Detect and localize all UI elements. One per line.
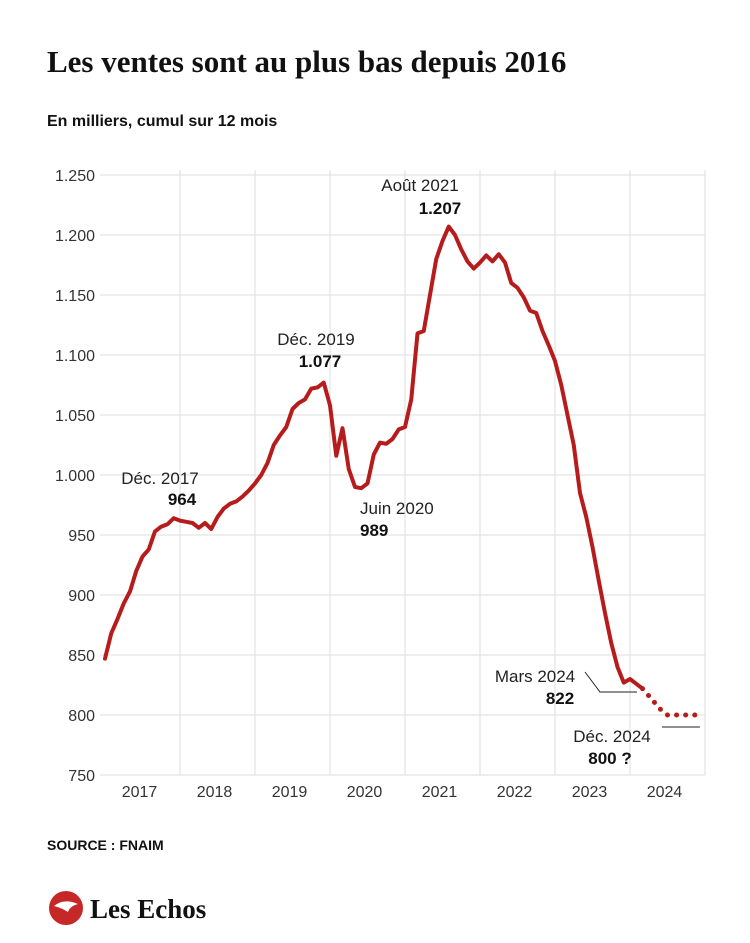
x-tick-label: 2019 (272, 784, 308, 801)
y-tick-label: 1.100 (55, 348, 95, 365)
y-tick-label: 1.150 (55, 288, 95, 305)
brand: Les Echos (90, 894, 206, 924)
y-tick-label: 750 (68, 768, 95, 785)
data-label: 964 (168, 490, 197, 509)
chart-subtitle: En milliers, cumul sur 12 mois (47, 113, 277, 130)
y-tick-label: 800 (68, 708, 95, 725)
data-label: 800 ? (588, 749, 631, 768)
annotation-label: Mars 2024 (495, 667, 575, 686)
y-tick-label: 900 (68, 588, 95, 605)
x-tick-label: 2020 (347, 784, 383, 801)
annotation-label: Déc. 2024 (573, 727, 651, 746)
chart-title: Les ventes sont au plus bas depuis 2016 (47, 44, 566, 79)
data-label: 1.077 (299, 352, 342, 371)
x-tick-label: 2021 (422, 784, 458, 801)
data-label: 1.207 (419, 199, 462, 218)
data-label: 989 (360, 521, 388, 540)
line (103, 224, 645, 691)
annotation-label: Août 2021 (381, 176, 459, 195)
y-tick-label: 950 (68, 528, 95, 545)
x-tick-label: 2018 (197, 784, 233, 801)
annotation-label: Déc. 2019 (277, 330, 355, 349)
x-tick-label: 2017 (122, 784, 158, 801)
annotation-label: Déc. 2017 (121, 469, 199, 488)
x-tick-label: 2024 (647, 784, 683, 801)
y-tick-label: 1.200 (55, 228, 95, 245)
y-tick-label: 1.250 (55, 168, 95, 185)
x-tick-label: 2022 (497, 784, 533, 801)
brand-logo-bird (54, 901, 78, 912)
data-label: 822 (546, 689, 574, 708)
line (640, 686, 702, 718)
x-tick-label: 2023 (572, 784, 608, 801)
annotation-label: Juin 2020 (360, 499, 434, 518)
leader-line (584, 671, 637, 693)
y-tick-label: 1.050 (55, 408, 95, 425)
source: SOURCE : FNAIM (47, 837, 164, 853)
y-tick-label: 850 (68, 648, 95, 665)
y-tick-label: 1.000 (55, 468, 95, 485)
